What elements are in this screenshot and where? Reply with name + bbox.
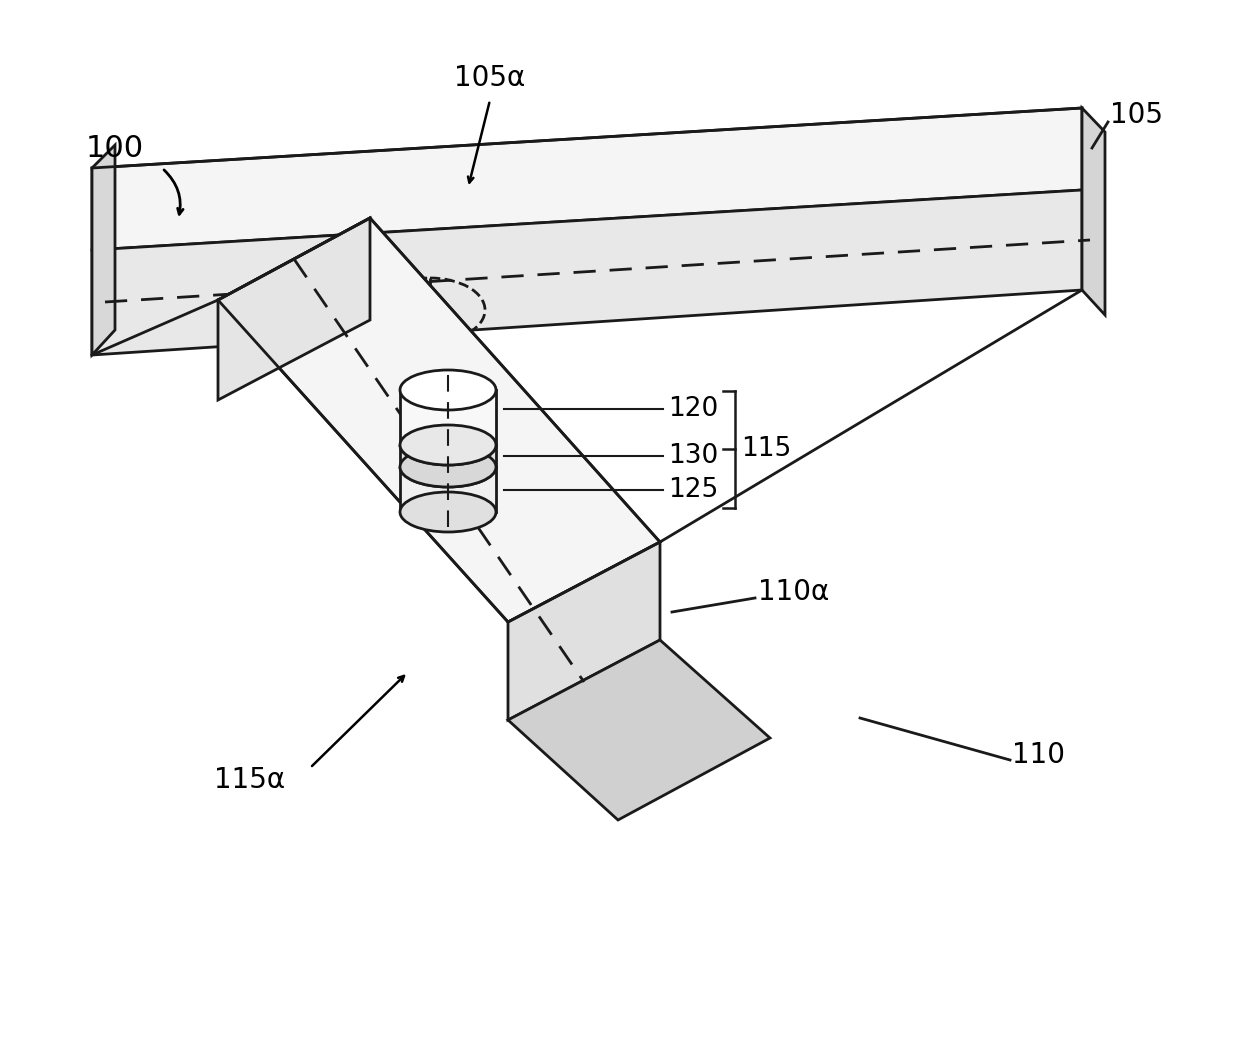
Polygon shape xyxy=(508,640,770,820)
Text: 110: 110 xyxy=(1012,741,1065,769)
Text: 100: 100 xyxy=(86,133,144,162)
Polygon shape xyxy=(508,542,660,720)
Ellipse shape xyxy=(401,425,496,465)
Text: 125: 125 xyxy=(668,477,718,503)
Polygon shape xyxy=(1083,108,1105,315)
Polygon shape xyxy=(401,390,496,445)
Polygon shape xyxy=(401,445,496,467)
Polygon shape xyxy=(218,218,370,400)
Text: 105: 105 xyxy=(1110,101,1163,129)
Ellipse shape xyxy=(401,492,496,532)
Text: 110α: 110α xyxy=(758,578,830,606)
Ellipse shape xyxy=(401,447,496,487)
Text: 130: 130 xyxy=(668,443,718,469)
Polygon shape xyxy=(92,190,1083,355)
Polygon shape xyxy=(92,145,115,355)
Text: 120: 120 xyxy=(668,396,718,422)
Text: 115α: 115α xyxy=(215,766,285,794)
Polygon shape xyxy=(92,108,1083,250)
Polygon shape xyxy=(218,218,660,622)
Text: 105α: 105α xyxy=(454,64,526,92)
Text: 115: 115 xyxy=(742,436,791,462)
Polygon shape xyxy=(401,467,496,512)
Ellipse shape xyxy=(401,370,496,410)
